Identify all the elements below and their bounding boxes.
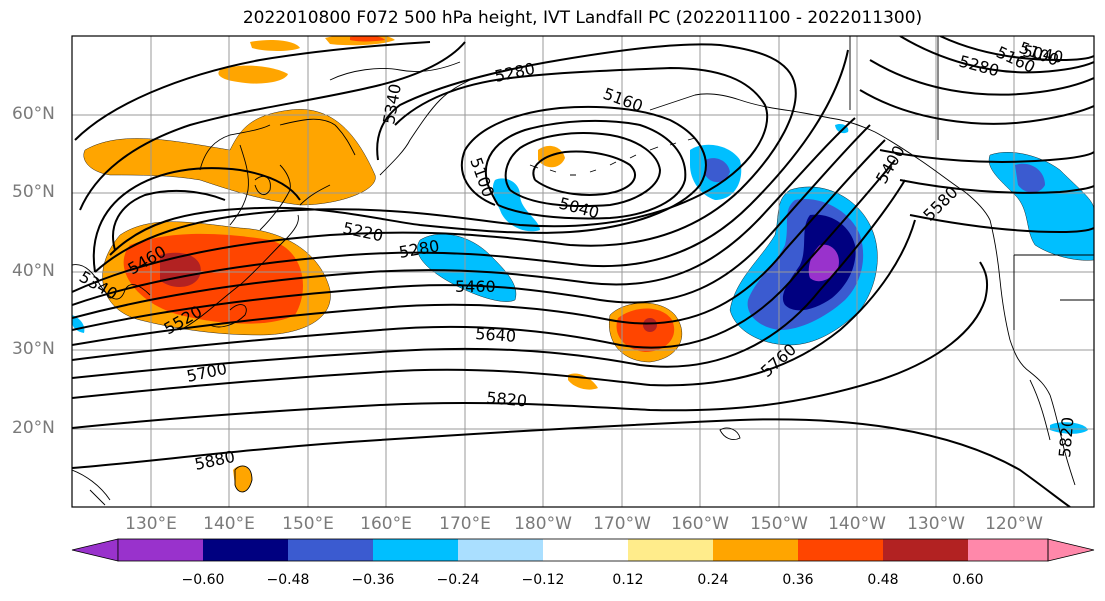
contour-label-5640: 5640 bbox=[475, 324, 517, 346]
colorbar-tick-neg060: −0.60 bbox=[181, 572, 225, 588]
contour-5880 bbox=[72, 418, 1071, 507]
colorbar-bin-7 bbox=[628, 539, 713, 561]
lat-label-60n: 60°N bbox=[12, 104, 55, 124]
colorbar-bin-3 bbox=[288, 539, 373, 561]
colorbar-tick-neg048: −0.48 bbox=[266, 572, 310, 588]
contour-ne-2 bbox=[899, 36, 1094, 74]
ivt-shading bbox=[72, 36, 1094, 492]
colorbar-bin-10 bbox=[883, 539, 968, 561]
contour-ne-5 bbox=[879, 149, 1094, 163]
colorbar-bin-8 bbox=[713, 539, 798, 561]
lon-label-140e: 140°E bbox=[203, 514, 255, 534]
contour-5280 bbox=[94, 66, 769, 273]
colorbar-bin-9 bbox=[798, 539, 883, 561]
map-title: 2022010800 F072 500 hPa height, IVT Land… bbox=[242, 8, 923, 28]
contour-label-5700: 5700 bbox=[185, 359, 229, 386]
contour-5460 bbox=[72, 117, 856, 319]
ivt-negative-region-aleutian bbox=[492, 178, 540, 232]
contour-label-5160: 5160 bbox=[601, 84, 646, 116]
contour-5100 bbox=[504, 132, 662, 208]
contour-label-5280b: 5280 bbox=[493, 59, 537, 86]
lon-label-140w: 140°W bbox=[828, 514, 886, 534]
lon-label-160e: 160°E bbox=[360, 514, 412, 534]
lon-label-170e: 170°E bbox=[439, 514, 491, 534]
contour-ne-6 bbox=[899, 179, 1094, 194]
lon-label-130w: 130°W bbox=[907, 514, 965, 534]
colorbar-tick-048: 0.48 bbox=[867, 572, 899, 588]
ivt-positive-region-north bbox=[218, 65, 288, 84]
colorbar-bin-6 bbox=[543, 539, 628, 561]
lat-label-50n: 50°N bbox=[12, 182, 55, 202]
colorbar-tick-012: 0.12 bbox=[612, 572, 644, 588]
ivt-negative-region-coast bbox=[988, 152, 1094, 261]
ivt-strong-region-central bbox=[616, 308, 675, 352]
colorbar-bin-11 bbox=[968, 539, 1048, 561]
colorbar-extend-low bbox=[71, 538, 119, 562]
colorbar-tick-neg024: −0.24 bbox=[436, 572, 480, 588]
ivt-positive-region-okhotsk bbox=[83, 109, 376, 206]
height-contours bbox=[72, 36, 1094, 507]
colorbar-bin-2 bbox=[203, 539, 288, 561]
lon-label-130e: 130°E bbox=[125, 514, 177, 534]
ivt-negative-core-coast bbox=[1015, 163, 1045, 193]
colorbar-tick-024: 0.24 bbox=[697, 572, 729, 588]
contour-5820 bbox=[72, 261, 989, 429]
contour-5580 bbox=[72, 139, 886, 346]
contour-5700 bbox=[72, 179, 906, 379]
contour-label-5880: 5880 bbox=[193, 447, 237, 474]
colorbar-frame bbox=[117, 538, 1049, 562]
lat-label-30n: 30°N bbox=[12, 339, 55, 359]
colorbar-tick-neg036: −0.36 bbox=[351, 572, 395, 588]
contour-ne-4 bbox=[859, 89, 1094, 125]
graticule bbox=[72, 36, 1094, 507]
contour-ne-3 bbox=[869, 59, 1094, 96]
contour-label-5820: 5820 bbox=[486, 388, 528, 410]
contour-5640 bbox=[72, 159, 896, 361]
ivt-negative-core-gulf bbox=[705, 158, 730, 183]
lat-label-40n: 40°N bbox=[12, 261, 55, 281]
contour-5760 bbox=[72, 219, 916, 399]
contour-ne-7 bbox=[909, 214, 1094, 234]
contour-label-5820b: 5820 bbox=[1055, 416, 1077, 458]
coastlines bbox=[72, 36, 1094, 506]
ivt-positive-region-north3-core bbox=[350, 36, 385, 42]
colorbar-tick-neg012: −0.12 bbox=[521, 572, 565, 588]
contour-5400 bbox=[72, 49, 849, 306]
lon-label-160w: 160°W bbox=[671, 514, 729, 534]
colorbar bbox=[71, 538, 1095, 562]
contour-west-loop-4 bbox=[79, 41, 466, 211]
colorbar-bin-1 bbox=[118, 539, 203, 561]
lon-label-150e: 150°E bbox=[282, 514, 334, 534]
contour-5520 bbox=[72, 124, 871, 331]
colorbar-bin-4 bbox=[373, 539, 458, 561]
map-frame bbox=[71, 35, 1095, 508]
contour-west-loop-2 bbox=[112, 189, 226, 251]
ivt-positive-small-3 bbox=[233, 465, 252, 492]
contour-label-5460: 5460 bbox=[455, 277, 496, 296]
contour-5340 bbox=[72, 43, 797, 293]
lon-label-180w: 180°W bbox=[514, 514, 572, 534]
ivt-positive-region-north2 bbox=[250, 40, 300, 51]
contour-ne-1 bbox=[939, 36, 1094, 62]
contour-5220 bbox=[109, 105, 707, 256]
colorbar-tick-036: 0.36 bbox=[782, 572, 814, 588]
lat-label-20n: 20°N bbox=[12, 418, 55, 438]
colorbar-tick-060: 0.60 bbox=[952, 572, 984, 588]
contour-west-loop-3 bbox=[74, 41, 431, 141]
contour-5160 bbox=[484, 119, 687, 220]
colorbar-extend-high bbox=[1047, 538, 1095, 562]
lon-label-150w: 150°W bbox=[750, 514, 808, 534]
contour-5040 bbox=[532, 150, 636, 196]
lon-label-170w: 170°W bbox=[593, 514, 651, 534]
ivt-positive-small-1 bbox=[538, 145, 565, 168]
contour-label-5220: 5220 bbox=[341, 218, 385, 245]
colorbar-bin-5 bbox=[458, 539, 543, 561]
ivt-max-region-central bbox=[643, 318, 657, 332]
lon-label-120w: 120°W bbox=[985, 514, 1043, 534]
contour-west-loop-1 bbox=[92, 167, 301, 273]
